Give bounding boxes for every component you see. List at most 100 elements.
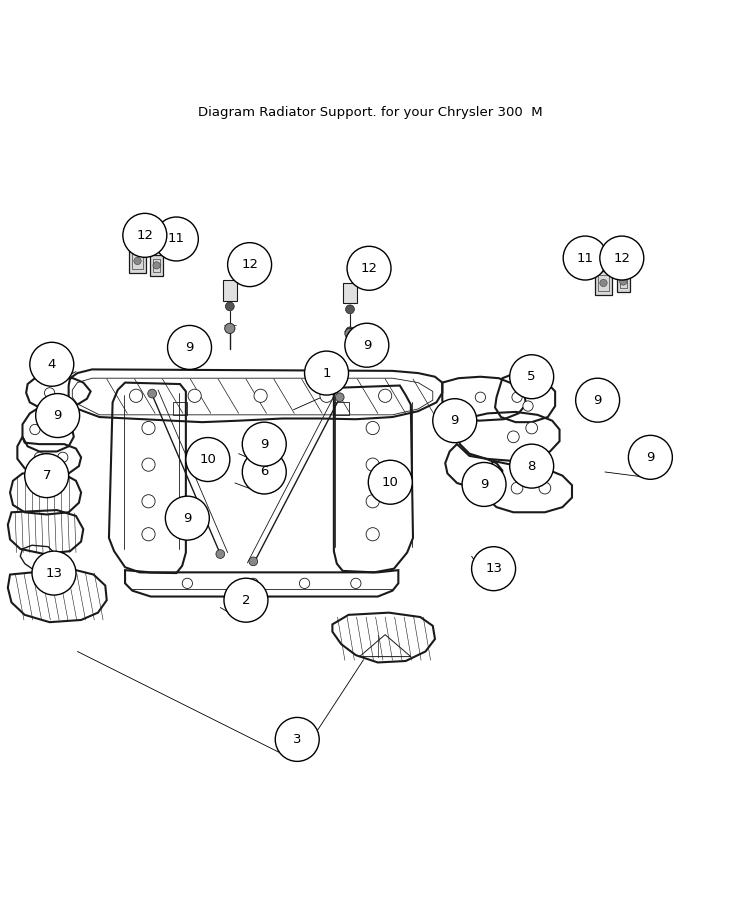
Text: 9: 9 (260, 437, 268, 451)
Circle shape (225, 302, 234, 310)
Circle shape (512, 392, 522, 402)
Text: 12: 12 (136, 229, 153, 242)
Circle shape (188, 389, 202, 402)
Circle shape (142, 421, 155, 435)
Text: 9: 9 (53, 410, 62, 422)
Circle shape (134, 257, 142, 265)
Circle shape (619, 278, 627, 285)
Text: 9: 9 (646, 451, 654, 464)
Circle shape (511, 482, 523, 494)
Circle shape (30, 342, 74, 386)
Circle shape (130, 389, 142, 402)
Circle shape (167, 326, 211, 369)
Bar (619, 274, 627, 288)
Circle shape (347, 247, 391, 291)
Circle shape (275, 717, 319, 761)
Circle shape (248, 578, 259, 589)
Circle shape (628, 436, 672, 480)
Text: 6: 6 (260, 465, 268, 479)
Text: 9: 9 (183, 511, 191, 525)
Bar (342, 283, 357, 303)
Bar (130, 249, 145, 273)
Circle shape (32, 551, 76, 595)
Text: 11: 11 (168, 232, 185, 246)
Circle shape (154, 217, 199, 261)
Circle shape (224, 578, 268, 622)
Text: 12: 12 (361, 262, 377, 274)
Circle shape (475, 392, 485, 402)
Text: 9: 9 (594, 393, 602, 407)
Text: 10: 10 (199, 453, 216, 466)
Circle shape (254, 389, 268, 402)
Circle shape (526, 422, 537, 434)
Circle shape (242, 422, 286, 466)
Circle shape (471, 546, 516, 590)
Circle shape (182, 578, 193, 589)
Circle shape (123, 213, 167, 257)
Text: 13: 13 (45, 567, 62, 580)
Text: Diagram Radiator Support. for your Chrysler 300  M: Diagram Radiator Support. for your Chrys… (198, 106, 543, 120)
Circle shape (225, 324, 234, 333)
Text: 1: 1 (322, 366, 330, 380)
Circle shape (576, 378, 619, 422)
Bar (150, 255, 163, 275)
Text: 13: 13 (485, 562, 502, 575)
Circle shape (242, 450, 286, 494)
Circle shape (379, 389, 392, 402)
Circle shape (523, 400, 534, 411)
Circle shape (153, 262, 160, 269)
Circle shape (563, 236, 607, 280)
Circle shape (366, 458, 379, 472)
Text: 10: 10 (382, 476, 399, 489)
Text: 9: 9 (362, 338, 371, 352)
Circle shape (147, 389, 156, 398)
Circle shape (539, 482, 551, 494)
Circle shape (366, 495, 379, 508)
Circle shape (433, 399, 476, 443)
Text: 3: 3 (293, 733, 302, 746)
Text: 8: 8 (528, 460, 536, 473)
Circle shape (345, 328, 355, 338)
Circle shape (36, 393, 79, 437)
Text: 9: 9 (480, 478, 488, 491)
Circle shape (299, 578, 310, 589)
Text: 12: 12 (614, 251, 631, 265)
Circle shape (345, 327, 354, 336)
Circle shape (142, 527, 155, 541)
Bar (599, 274, 608, 291)
Circle shape (508, 431, 519, 443)
Circle shape (47, 425, 57, 435)
Bar (133, 253, 142, 269)
Text: 7: 7 (42, 469, 51, 482)
Circle shape (462, 463, 506, 507)
Circle shape (305, 351, 348, 395)
Bar (173, 401, 187, 415)
Text: 11: 11 (576, 251, 594, 265)
Circle shape (30, 425, 40, 435)
Circle shape (34, 452, 44, 463)
Circle shape (345, 323, 389, 367)
Text: 9: 9 (185, 341, 193, 354)
Circle shape (336, 393, 344, 401)
Circle shape (186, 437, 230, 482)
Circle shape (225, 323, 235, 334)
Circle shape (366, 421, 379, 435)
Circle shape (350, 578, 361, 589)
Circle shape (24, 454, 69, 498)
Text: 12: 12 (241, 258, 258, 271)
Circle shape (58, 452, 68, 463)
Circle shape (249, 557, 258, 566)
Circle shape (366, 527, 379, 541)
Bar (153, 259, 160, 272)
Text: 9: 9 (451, 414, 459, 427)
Bar (596, 271, 611, 294)
Bar (334, 401, 348, 415)
Circle shape (510, 355, 554, 399)
Text: 5: 5 (528, 370, 536, 383)
Circle shape (227, 243, 272, 286)
Text: 2: 2 (242, 594, 250, 607)
Circle shape (216, 550, 225, 558)
Circle shape (510, 444, 554, 488)
Circle shape (368, 460, 412, 504)
Circle shape (142, 458, 155, 472)
